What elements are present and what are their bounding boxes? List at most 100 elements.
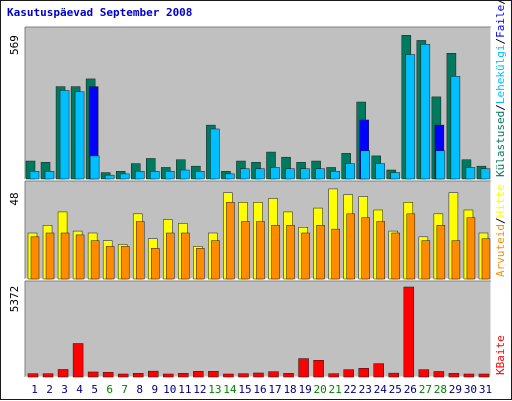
bar-lehekulgi-2: [44, 171, 55, 180]
bar-arvuteid-28: [436, 225, 446, 280]
x-tick-label-2: 2: [46, 383, 53, 396]
bar-kbaite-21: [328, 373, 339, 378]
bar-lehekulgi-26: [405, 54, 416, 180]
bar-arvuteid-12: [196, 248, 205, 280]
bar-arvuteid-31: [481, 238, 491, 280]
bar-kbaite-25: [388, 372, 400, 378]
bar-arvuteid-24: [376, 221, 385, 280]
x-tick-label-26: 26: [404, 383, 417, 396]
bar-kbaite-6: [102, 372, 114, 378]
legend-middle-entry-0: Arvuteid: [494, 224, 507, 277]
bar-lehekulgi-4: [74, 91, 85, 180]
bar-arvuteid-19: [301, 232, 310, 280]
x-tick-label-23: 23: [359, 383, 372, 396]
chart-title: Kasutuspäevad September 2008: [7, 6, 192, 19]
bar-lehekulgi-11: [180, 169, 190, 180]
bar-lehekulgi-30: [465, 167, 476, 180]
x-tick-label-7: 7: [121, 383, 128, 396]
panel-top-ymax-label: 569: [8, 35, 21, 55]
bar-arvuteid-7: [120, 246, 130, 280]
legend-bottom-entry-0: KBaite: [494, 335, 507, 375]
bar-lehekulgi-8: [134, 171, 145, 180]
bar-kbaite-29: [448, 373, 460, 378]
x-tick-label-28: 28: [434, 383, 447, 396]
x-tick-label-20: 20: [314, 383, 327, 396]
legend-top-entry-0: Külastused: [494, 111, 507, 177]
x-tick-label-30: 30: [464, 383, 477, 396]
bar-lehekulgi-24: [375, 163, 385, 180]
legend-bottom: KBaite: [494, 335, 507, 375]
legend-top-entry-2: Lehekülgi: [494, 45, 507, 105]
x-tick-label-5: 5: [91, 383, 98, 396]
bar-lehekulgi-1: [29, 171, 40, 180]
bar-arvuteid-26: [406, 213, 416, 280]
x-tick-label-15: 15: [238, 383, 251, 396]
panel-middle-ymax-label: 48: [8, 192, 21, 205]
bar-arvuteid-10: [166, 232, 175, 280]
bar-kbaite-9: [148, 370, 159, 378]
bar-kbaite-22: [343, 369, 354, 378]
bar-lehekulgi-17: [270, 167, 280, 180]
bar-arvuteid-29: [451, 240, 461, 280]
legend-middle-entry-2: Hitte: [494, 184, 507, 217]
x-tick-label-8: 8: [136, 383, 143, 396]
x-tick-label-12: 12: [193, 383, 206, 396]
bar-arvuteid-27: [421, 240, 431, 280]
bar-kbaite-15: [238, 373, 249, 378]
x-tick-label-14: 14: [223, 383, 237, 396]
legend-top-entry-4: Faile: [494, 5, 507, 38]
x-tick-label-27: 27: [419, 383, 432, 396]
bar-arvuteid-4: [75, 234, 85, 280]
bar-kbaite-8: [132, 373, 144, 378]
legend-top: Külastused/Lehekülgi/Faile/Pöördumisi: [494, 1, 507, 177]
x-tick-label-21: 21: [329, 383, 342, 396]
x-tick-label-18: 18: [283, 383, 296, 396]
bar-arvuteid-20: [316, 225, 325, 280]
bar-arvuteid-15: [241, 221, 250, 280]
bar-arvuteid-30: [466, 217, 476, 280]
bar-kbaite-24: [373, 363, 384, 378]
bar-lehekulgi-13: [210, 128, 220, 180]
bar-kbaite-13: [208, 371, 219, 378]
x-tick-label-4: 4: [76, 383, 83, 396]
legend-top-entry-1: /: [494, 104, 507, 111]
bar-arvuteid-17: [271, 225, 280, 280]
bar-arvuteid-23: [361, 217, 370, 280]
panel-bottom-ymax-label: 5372: [8, 286, 21, 313]
bar-kbaite-14: [223, 373, 234, 378]
bar-lehekulgi-16: [255, 168, 265, 180]
bar-lehekulgi-20: [315, 168, 325, 180]
x-tick-label-11: 11: [178, 383, 191, 396]
bar-lehekulgi-6: [104, 174, 115, 180]
bar-arvuteid-18: [286, 225, 295, 280]
bar-kbaite-26: [403, 286, 415, 378]
bar-arvuteid-22: [346, 213, 355, 280]
bar-arvuteid-5: [90, 240, 100, 280]
bar-lehekulgi-14: [225, 173, 235, 180]
bar-kbaite-27: [418, 369, 430, 378]
bar-arvuteid-8: [135, 221, 145, 280]
x-tick-label-31: 31: [479, 383, 492, 396]
bar-lehekulgi-19: [300, 168, 310, 180]
bar-arvuteid-1: [30, 236, 40, 280]
panel-bottom-background: [25, 281, 491, 377]
bar-arvuteid-21: [331, 228, 340, 280]
bar-lehekulgi-25: [390, 172, 401, 180]
x-tick-label-9: 9: [151, 383, 158, 396]
x-tick-label-1: 1: [31, 383, 38, 396]
x-tick-label-25: 25: [389, 383, 402, 396]
bar-kbaite-23: [358, 368, 369, 378]
bar-kbaite-28: [433, 371, 445, 378]
bar-lehekulgi-3: [59, 90, 70, 180]
bar-arvuteid-13: [211, 240, 220, 280]
bar-lehekulgi-28: [435, 150, 446, 180]
legend-top-entry-3: /: [494, 38, 507, 45]
bar-kbaite-19: [298, 358, 309, 378]
bar-kbaite-4: [72, 343, 84, 378]
bar-lehekulgi-9: [150, 171, 160, 180]
x-tick-label-22: 22: [344, 383, 357, 396]
bar-kbaite-16: [253, 372, 264, 378]
bar-lehekulgi-27: [420, 44, 431, 180]
